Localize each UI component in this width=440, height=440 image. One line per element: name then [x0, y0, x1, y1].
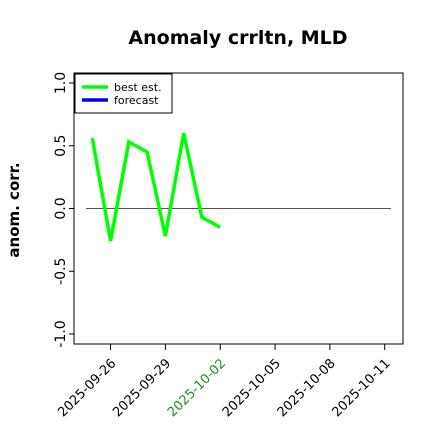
y-tick-label: -1.0 — [53, 320, 69, 347]
y-tick-label: 0.5 — [53, 135, 69, 157]
x-tick-label: 2025-10-11 — [330, 356, 394, 420]
legend-box — [74, 73, 173, 114]
y-tick-label: 1.0 — [53, 72, 69, 94]
y-axis: -1.0 -0.5 0.0 0.5 1.0 — [53, 72, 74, 348]
x-tick-label: 2025-10-05 — [220, 356, 284, 420]
series-layer — [90, 132, 222, 242]
legend: best est. forecast — [74, 73, 173, 114]
x-tick-label: 2025-10-02 — [165, 356, 229, 420]
series-line-0 — [90, 132, 222, 242]
y-tick-label: -0.5 — [53, 258, 69, 285]
chart-title: Anomaly crrltn, MLD — [128, 27, 347, 49]
x-axis: 2025-09-262025-09-292025-10-022025-10-05… — [55, 344, 394, 420]
legend-label-forecast: forecast — [114, 94, 159, 107]
x-tick-label: 2025-10-08 — [275, 356, 339, 420]
legend-label-best-estimate: best est. — [114, 81, 162, 94]
x-tick-label: 2025-09-29 — [110, 356, 174, 420]
y-tick-label: 0.0 — [53, 197, 69, 219]
y-axis-label: anom. corr. — [5, 162, 23, 257]
x-tick-label: 2025-09-26 — [55, 356, 119, 420]
